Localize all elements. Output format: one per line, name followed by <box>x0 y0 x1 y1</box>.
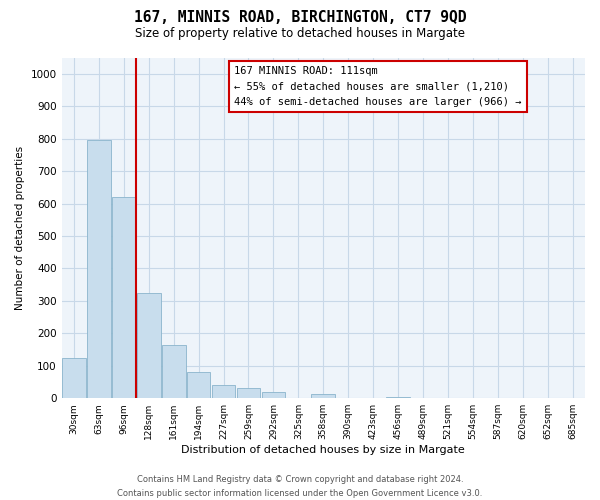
Text: 167, MINNIS ROAD, BIRCHINGTON, CT7 9QD: 167, MINNIS ROAD, BIRCHINGTON, CT7 9QD <box>134 10 466 25</box>
Bar <box>187 372 211 398</box>
Text: Size of property relative to detached houses in Margate: Size of property relative to detached ho… <box>135 28 465 40</box>
Text: 167 MINNIS ROAD: 111sqm
← 55% of detached houses are smaller (1,210)
44% of semi: 167 MINNIS ROAD: 111sqm ← 55% of detache… <box>234 66 522 107</box>
X-axis label: Distribution of detached houses by size in Margate: Distribution of detached houses by size … <box>181 445 465 455</box>
Bar <box>137 293 161 398</box>
Text: Contains HM Land Registry data © Crown copyright and database right 2024.
Contai: Contains HM Land Registry data © Crown c… <box>118 476 482 498</box>
Bar <box>311 394 335 398</box>
Bar <box>112 197 136 398</box>
Y-axis label: Number of detached properties: Number of detached properties <box>15 146 25 310</box>
Bar <box>236 388 260 398</box>
Bar <box>62 358 86 398</box>
Bar <box>87 140 111 398</box>
Bar <box>386 396 410 398</box>
Bar <box>212 384 235 398</box>
Bar <box>162 346 185 398</box>
Bar <box>262 392 285 398</box>
